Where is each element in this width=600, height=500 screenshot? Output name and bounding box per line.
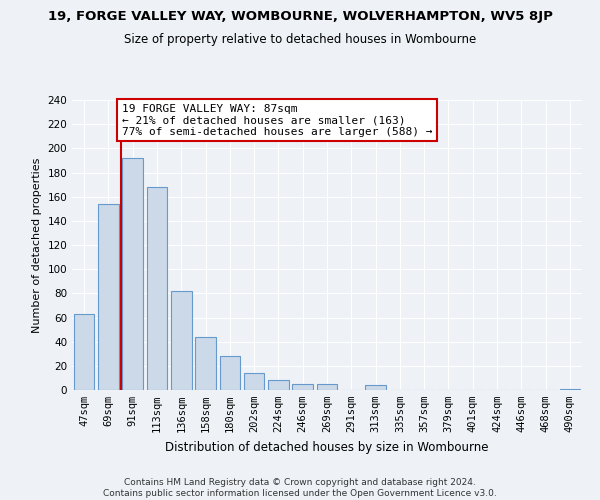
Bar <box>195 337 216 390</box>
Text: Contains HM Land Registry data © Crown copyright and database right 2024.
Contai: Contains HM Land Registry data © Crown c… <box>103 478 497 498</box>
Bar <box>146 187 167 390</box>
Bar <box>74 314 94 390</box>
Bar <box>171 291 191 390</box>
Bar <box>220 356 240 390</box>
Bar <box>268 380 289 390</box>
Text: 19 FORGE VALLEY WAY: 87sqm
← 21% of detached houses are smaller (163)
77% of sem: 19 FORGE VALLEY WAY: 87sqm ← 21% of deta… <box>122 104 432 137</box>
Bar <box>317 384 337 390</box>
Bar <box>365 385 386 390</box>
Text: 19, FORGE VALLEY WAY, WOMBOURNE, WOLVERHAMPTON, WV5 8JP: 19, FORGE VALLEY WAY, WOMBOURNE, WOLVERH… <box>47 10 553 23</box>
Y-axis label: Number of detached properties: Number of detached properties <box>32 158 42 332</box>
Bar <box>560 389 580 390</box>
Bar <box>98 204 119 390</box>
X-axis label: Distribution of detached houses by size in Wombourne: Distribution of detached houses by size … <box>165 440 489 454</box>
Text: Size of property relative to detached houses in Wombourne: Size of property relative to detached ho… <box>124 32 476 46</box>
Bar <box>122 158 143 390</box>
Bar <box>292 384 313 390</box>
Bar <box>244 373 265 390</box>
